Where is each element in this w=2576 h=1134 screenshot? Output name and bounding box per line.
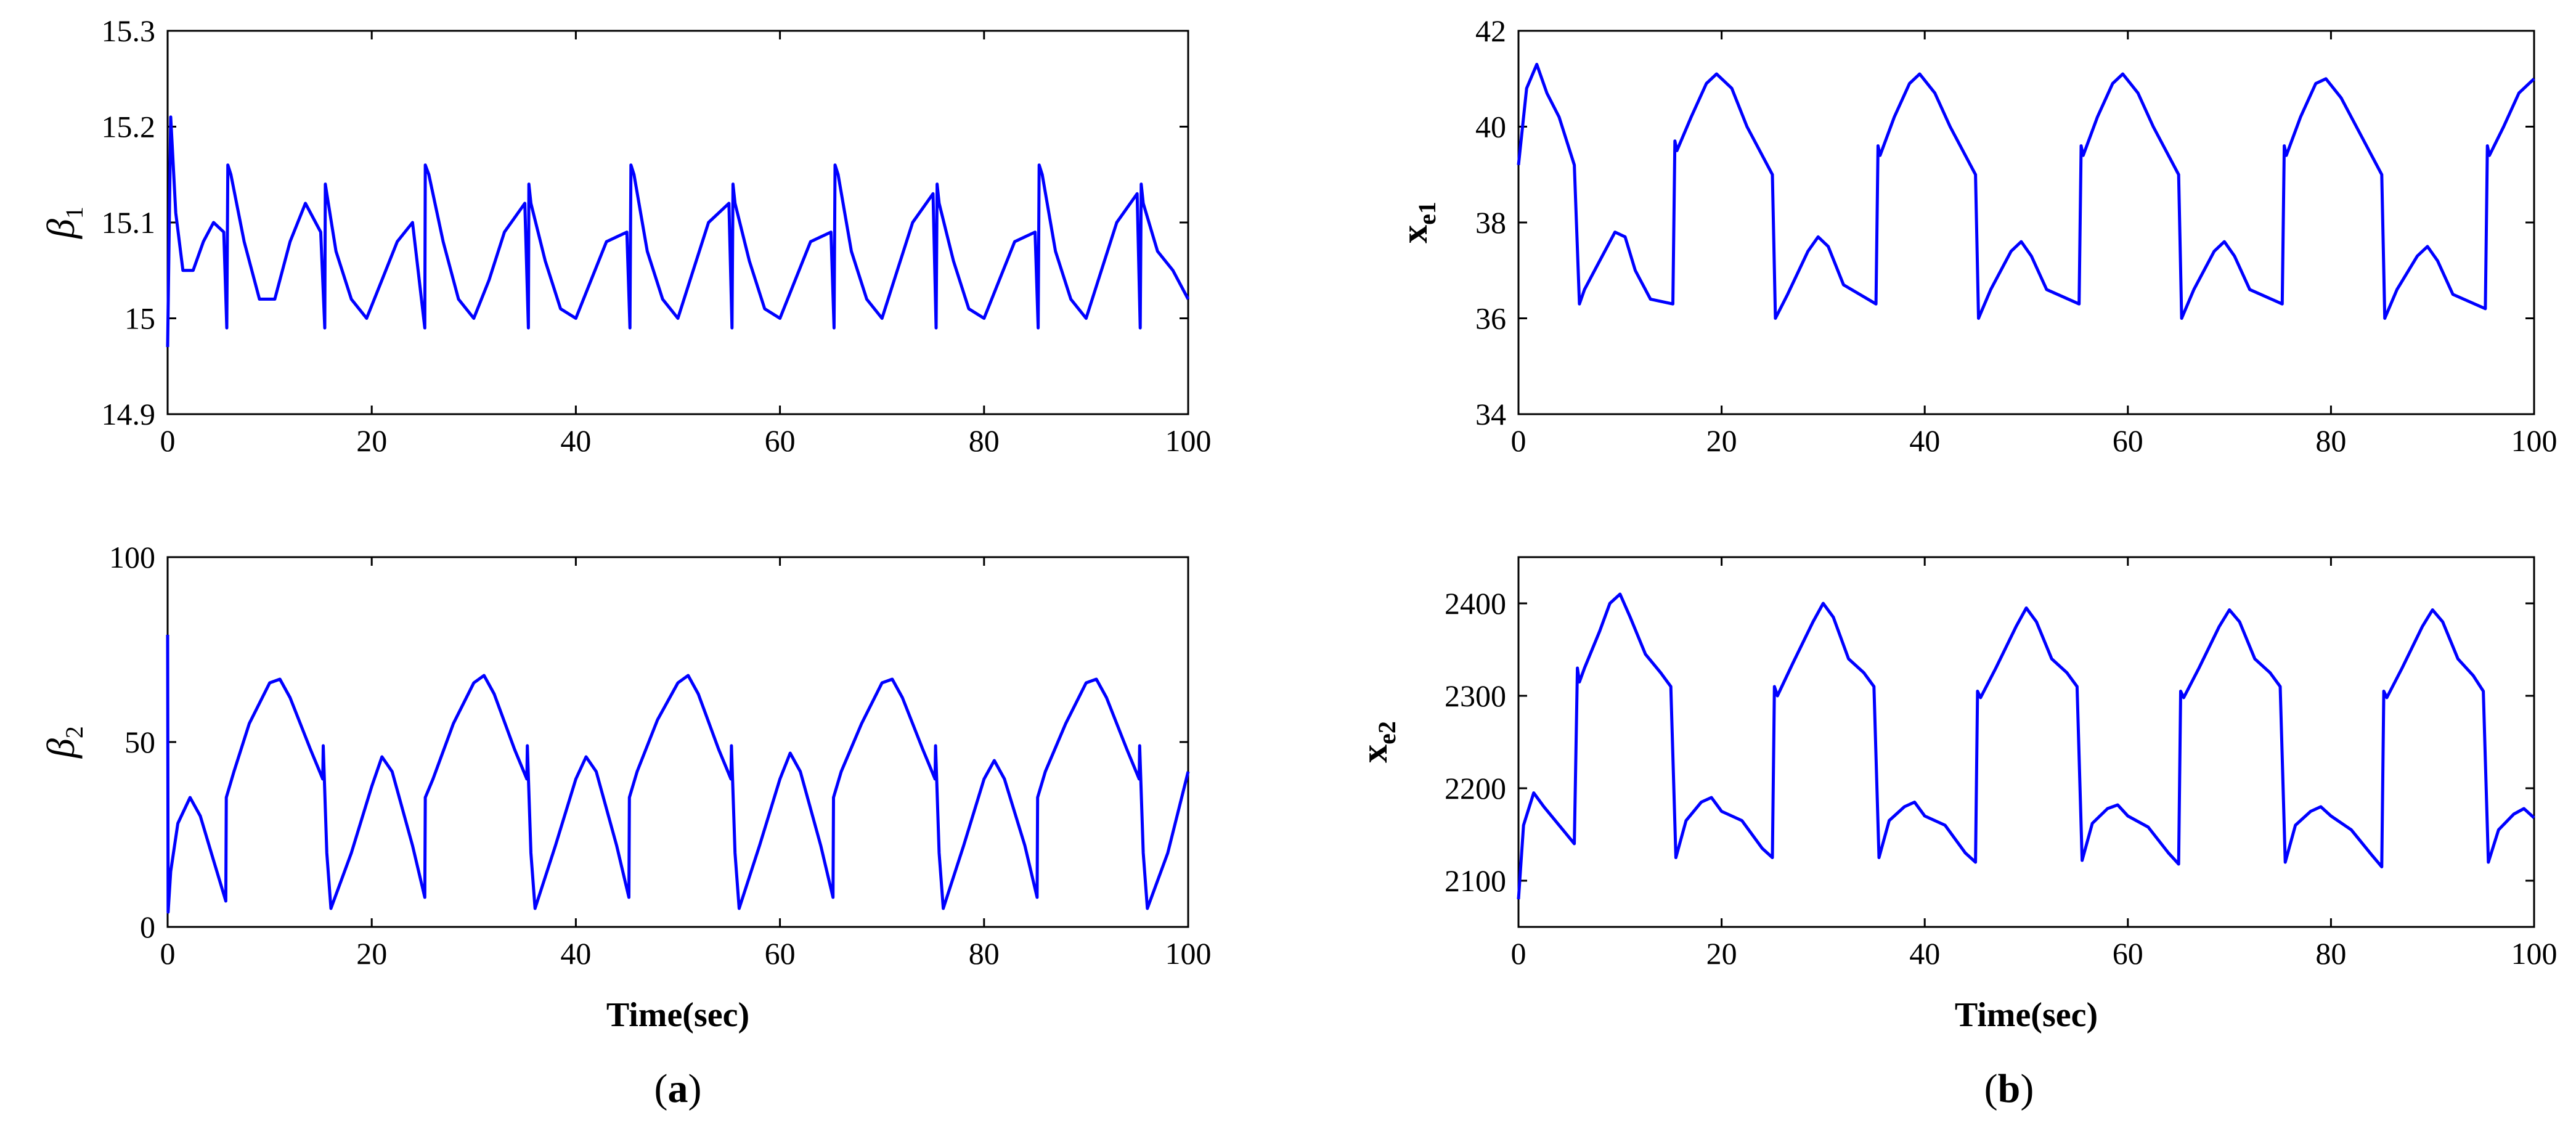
y-tick-label: 15.2 [102, 110, 156, 144]
x-tick-label: 40 [560, 423, 591, 458]
x-tick-label: 80 [2315, 936, 2346, 971]
x-tick-label: 20 [1706, 936, 1737, 971]
y-tick-label: 36 [1475, 301, 1506, 336]
x-tick-label: 20 [356, 936, 387, 971]
y-tick-label: 15.3 [102, 14, 156, 48]
plot-area [1517, 556, 2535, 928]
y-axis-label: xe1 [1394, 202, 1441, 243]
x-axis-ticks: 0 20 40 60 80 100 [1511, 31, 2558, 458]
x-tick-label: 20 [356, 423, 387, 458]
chart-xe2: 0 20 40 60 80 100 2100 2200 2300 2400 xe2 Time(s… [1354, 556, 2558, 1034]
x-tick-label: 60 [2113, 423, 2143, 458]
chart-beta2: 0 20 40 60 80 100 0 50 100 β2 Time(sec) [39, 540, 1212, 1034]
plot-area [1517, 30, 2535, 415]
x-tick-label: 80 [969, 936, 1000, 971]
x-tick-label: 100 [2511, 936, 2558, 971]
y-tick-label: 2300 [1445, 679, 1506, 713]
series-line [1517, 592, 2535, 900]
x-axis-ticks: 0 20 40 60 80 100 [1511, 557, 2558, 971]
y-tick-label: 42 [1475, 14, 1506, 48]
chart-xe1: 0 20 40 60 80 100 34 36 38 40 42 xe1 [1394, 14, 2558, 458]
x-tick-label: 60 [2113, 936, 2143, 971]
panel-label-a: (a) [654, 1066, 702, 1111]
x-tick-label: 40 [1909, 936, 1940, 971]
panel-label-b: (b) [1984, 1066, 2034, 1111]
y-axis-label: xe2 [1354, 721, 1401, 763]
y-tick-label: 15.1 [102, 205, 156, 240]
x-tick-label: 40 [560, 936, 591, 971]
y-axis-ticks: 0 50 100 [109, 540, 1188, 944]
x-tick-label: 0 [1511, 423, 1526, 458]
y-axis-label: β2 [39, 726, 88, 759]
y-tick-label: 38 [1475, 205, 1506, 240]
x-axis-label: Time(sec) [606, 996, 749, 1034]
series-line [166, 634, 1190, 914]
x-tick-label: 20 [1706, 423, 1737, 458]
x-tick-label: 100 [1165, 423, 1212, 458]
x-tick-label: 80 [969, 423, 1000, 458]
x-tick-label: 80 [2315, 423, 2346, 458]
y-tick-label: 40 [1475, 110, 1506, 144]
y-tick-label: 34 [1475, 397, 1506, 431]
x-tick-label: 60 [765, 423, 796, 458]
x-axis-ticks: 0 20 40 60 80 100 [160, 557, 1212, 971]
y-tick-label: 2200 [1445, 771, 1506, 806]
y-axis-ticks: 2100 2200 2300 2400 [1445, 586, 2534, 898]
x-tick-label: 60 [765, 936, 796, 971]
y-tick-label: 2100 [1445, 863, 1506, 898]
plot-area [166, 30, 1189, 415]
x-tick-label: 0 [1511, 936, 1526, 971]
plot-area [166, 556, 1189, 928]
chart-beta1: 0 20 40 60 80 100 14.9 15 15.1 15.2 15.3 β1 [39, 14, 1212, 458]
series-line [1517, 62, 2535, 320]
x-tick-label: 100 [2511, 423, 2558, 458]
y-axis-ticks: 34 36 38 40 42 [1475, 14, 2534, 431]
y-tick-label: 50 [124, 725, 155, 759]
y-axis-label: β1 [39, 206, 88, 240]
y-tick-label: 2400 [1445, 586, 1506, 621]
y-axis-ticks: 14.9 15 15.1 15.2 15.3 [102, 14, 1188, 431]
x-axis-label: Time(sec) [1955, 996, 2098, 1034]
series-line [166, 115, 1190, 348]
x-tick-label: 40 [1909, 423, 1940, 458]
x-tick-label: 100 [1165, 936, 1212, 971]
x-axis-ticks: 0 20 40 60 80 100 [160, 31, 1212, 458]
y-tick-label: 15 [124, 301, 155, 336]
x-tick-label: 0 [160, 423, 176, 458]
y-tick-label: 100 [109, 540, 155, 574]
y-tick-label: 0 [140, 910, 155, 944]
x-tick-label: 0 [160, 936, 176, 971]
y-tick-label: 14.9 [102, 397, 156, 431]
